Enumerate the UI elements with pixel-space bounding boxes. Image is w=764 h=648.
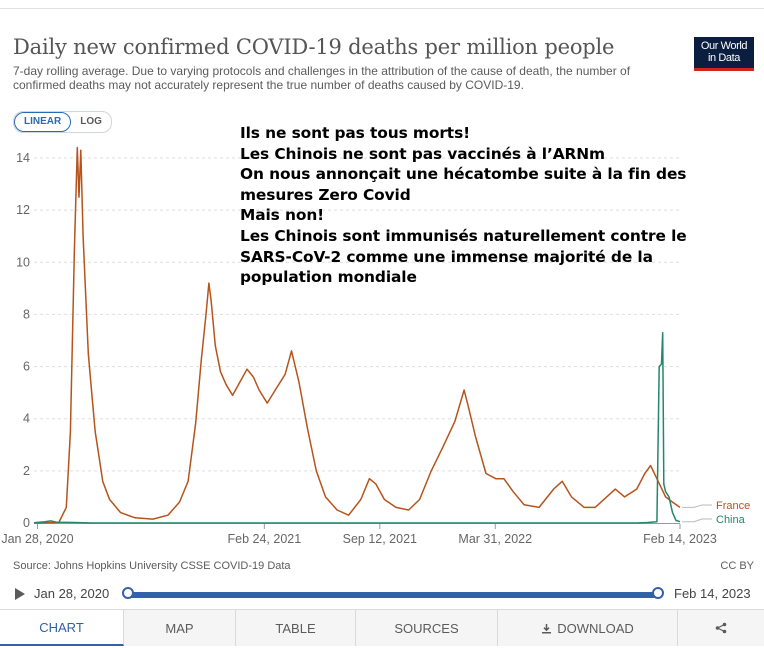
annotation-line: Les Chinois ne sont pas vaccinés à l’ARN… bbox=[240, 144, 605, 163]
tab-map[interactable]: MAP bbox=[124, 610, 236, 646]
logo-line-1: Our World bbox=[700, 40, 748, 52]
y-tick-label: 14 bbox=[16, 151, 30, 165]
y-tick-label: 4 bbox=[23, 412, 30, 426]
annotation-line: On nous annonçait une hécatombe suite à … bbox=[240, 165, 687, 184]
tab-download[interactable]: DOWNLOAD bbox=[498, 610, 678, 646]
legend-label-china: China bbox=[716, 514, 746, 526]
tab-label: MAP bbox=[165, 620, 194, 636]
y-tick-label: 0 bbox=[23, 516, 30, 530]
share-icon bbox=[715, 622, 727, 634]
y-tick-label: 10 bbox=[16, 255, 30, 269]
tab-share[interactable] bbox=[678, 610, 764, 646]
logo-line-2: in Data bbox=[707, 52, 741, 64]
legend-label-france: France bbox=[716, 500, 750, 512]
annotation-line: Ils ne sont pas tous morts! bbox=[240, 124, 471, 142]
top-divider bbox=[0, 8, 764, 9]
chart-title: Daily new confirmed COVID-19 deaths per … bbox=[13, 35, 615, 59]
download-icon bbox=[542, 623, 552, 634]
y-tick-label: 8 bbox=[23, 307, 30, 321]
x-tick-label: Feb 14, 2023 bbox=[643, 532, 717, 546]
timeline-start-handle[interactable] bbox=[122, 587, 134, 599]
license-link[interactable]: CC BY bbox=[720, 560, 754, 572]
timeline-start-label: Jan 28, 2020 bbox=[34, 586, 110, 601]
source-note[interactable]: Source: Johns Hopkins University CSSE CO… bbox=[13, 560, 291, 572]
line-chart: 0 2 4 6 8 10 12 14 Jan 28, 2020 Feb 24, 2021 Sep 1… bbox=[1, 146, 750, 546]
annotation-text: Ils ne sont pas tous morts! Les Chinois … bbox=[240, 123, 760, 288]
tab-table[interactable]: TABLE bbox=[236, 610, 356, 646]
annotation-line: SARS-CoV-2 comme une immense majorité de… bbox=[240, 247, 653, 266]
timeline-end-handle[interactable] bbox=[652, 587, 664, 599]
annotation-line: population mondiale bbox=[240, 268, 417, 287]
x-tick-label: Sep 12, 2021 bbox=[343, 532, 417, 546]
tab-label: CHART bbox=[39, 619, 84, 635]
log-scale-button[interactable]: LOG bbox=[80, 116, 102, 127]
series-line-france bbox=[33, 146, 681, 524]
annotation-line: mesures Zero Covid bbox=[240, 185, 411, 204]
tab-sources[interactable]: SOURCES bbox=[356, 610, 498, 646]
x-tick-label: Mar 31, 2022 bbox=[458, 532, 532, 546]
timeline: Jan 28, 2020 Feb 14, 2023 bbox=[0, 583, 764, 605]
tab-label: TABLE bbox=[275, 620, 316, 636]
legend-leader-line bbox=[682, 504, 712, 508]
x-tick-label: Feb 24, 2021 bbox=[228, 532, 302, 546]
linear-scale-button[interactable]: LINEAR bbox=[14, 112, 72, 132]
annotation-line: Mais non! bbox=[240, 206, 325, 225]
timeline-end-label: Feb 14, 2023 bbox=[674, 586, 751, 601]
y-tick-label: 12 bbox=[16, 203, 30, 217]
y-tick-label: 2 bbox=[23, 464, 30, 478]
owid-logo[interactable]: Our World in Data bbox=[694, 37, 754, 71]
play-icon[interactable] bbox=[15, 588, 25, 600]
scale-toggle: LINEAR LOG bbox=[13, 111, 112, 133]
tab-label: SOURCES bbox=[394, 620, 459, 636]
tab-bar: CHART MAP TABLE SOURCES DOWNLOAD bbox=[0, 609, 764, 646]
annotation-line: Les Chinois sont immunisés naturellement… bbox=[240, 226, 687, 245]
x-tick-label: Jan 28, 2020 bbox=[1, 532, 73, 546]
legend-leader-line bbox=[682, 518, 712, 523]
series-line-china bbox=[33, 331, 681, 524]
y-tick-label: 6 bbox=[23, 360, 30, 374]
tab-label: DOWNLOAD bbox=[557, 620, 634, 636]
chart-subtitle: 7-day rolling average. Due to varying pr… bbox=[13, 64, 631, 92]
timeline-track[interactable] bbox=[128, 592, 658, 598]
tab-chart[interactable]: CHART bbox=[0, 610, 124, 646]
